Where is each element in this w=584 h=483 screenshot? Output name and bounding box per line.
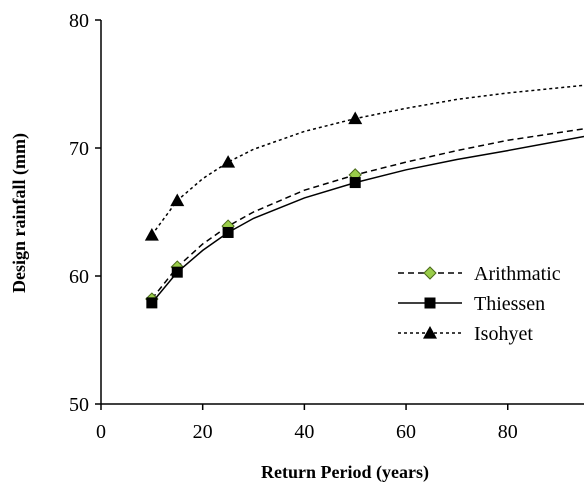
y-tick-label: 50: [69, 394, 89, 416]
series-line: [151, 135, 584, 304]
x-tick-label: 40: [294, 421, 314, 443]
series-isohyet: [144, 84, 584, 241]
legend-marker: [424, 297, 436, 309]
legend-label: Arithmatic: [474, 263, 561, 285]
data-point: [170, 193, 185, 207]
data-point: [144, 228, 159, 241]
data-point: [222, 226, 234, 238]
data-point: [349, 177, 361, 189]
x-tick-label: 80: [498, 421, 518, 443]
legend-label: Thiessen: [474, 293, 545, 315]
legend-item-isohyet: Isohyet: [398, 323, 533, 345]
legend-item-arithmatic: Arithmatic: [398, 263, 561, 285]
y-tick-label: 80: [69, 10, 89, 32]
legend-item-thiessen: Thiessen: [398, 293, 545, 315]
series-thiessen: [146, 135, 584, 309]
data-point: [348, 111, 363, 125]
series-line: [151, 128, 584, 300]
legend-marker: [423, 266, 437, 280]
y-axis-title: Design rainfall (mm): [9, 133, 30, 293]
x-tick-label: 20: [193, 421, 213, 443]
legend-marker: [423, 326, 437, 339]
series-line: [151, 84, 584, 236]
data-point: [221, 155, 236, 168]
data-point: [146, 297, 158, 309]
axes: 50 60 70 80 0 20 40 60 80: [69, 10, 584, 443]
legend-label: Isohyet: [474, 323, 533, 345]
x-tick-label: 60: [396, 421, 416, 443]
y-tick-label: 70: [69, 138, 89, 160]
x-tick-label: 0: [96, 421, 106, 443]
y-tick-label: 60: [69, 266, 89, 288]
x-axis-title: Return Period (years): [261, 462, 429, 483]
legend: Arithmatic Thiessen Isohyet: [398, 263, 561, 345]
data-point: [171, 266, 183, 278]
series-layer: [144, 84, 584, 309]
